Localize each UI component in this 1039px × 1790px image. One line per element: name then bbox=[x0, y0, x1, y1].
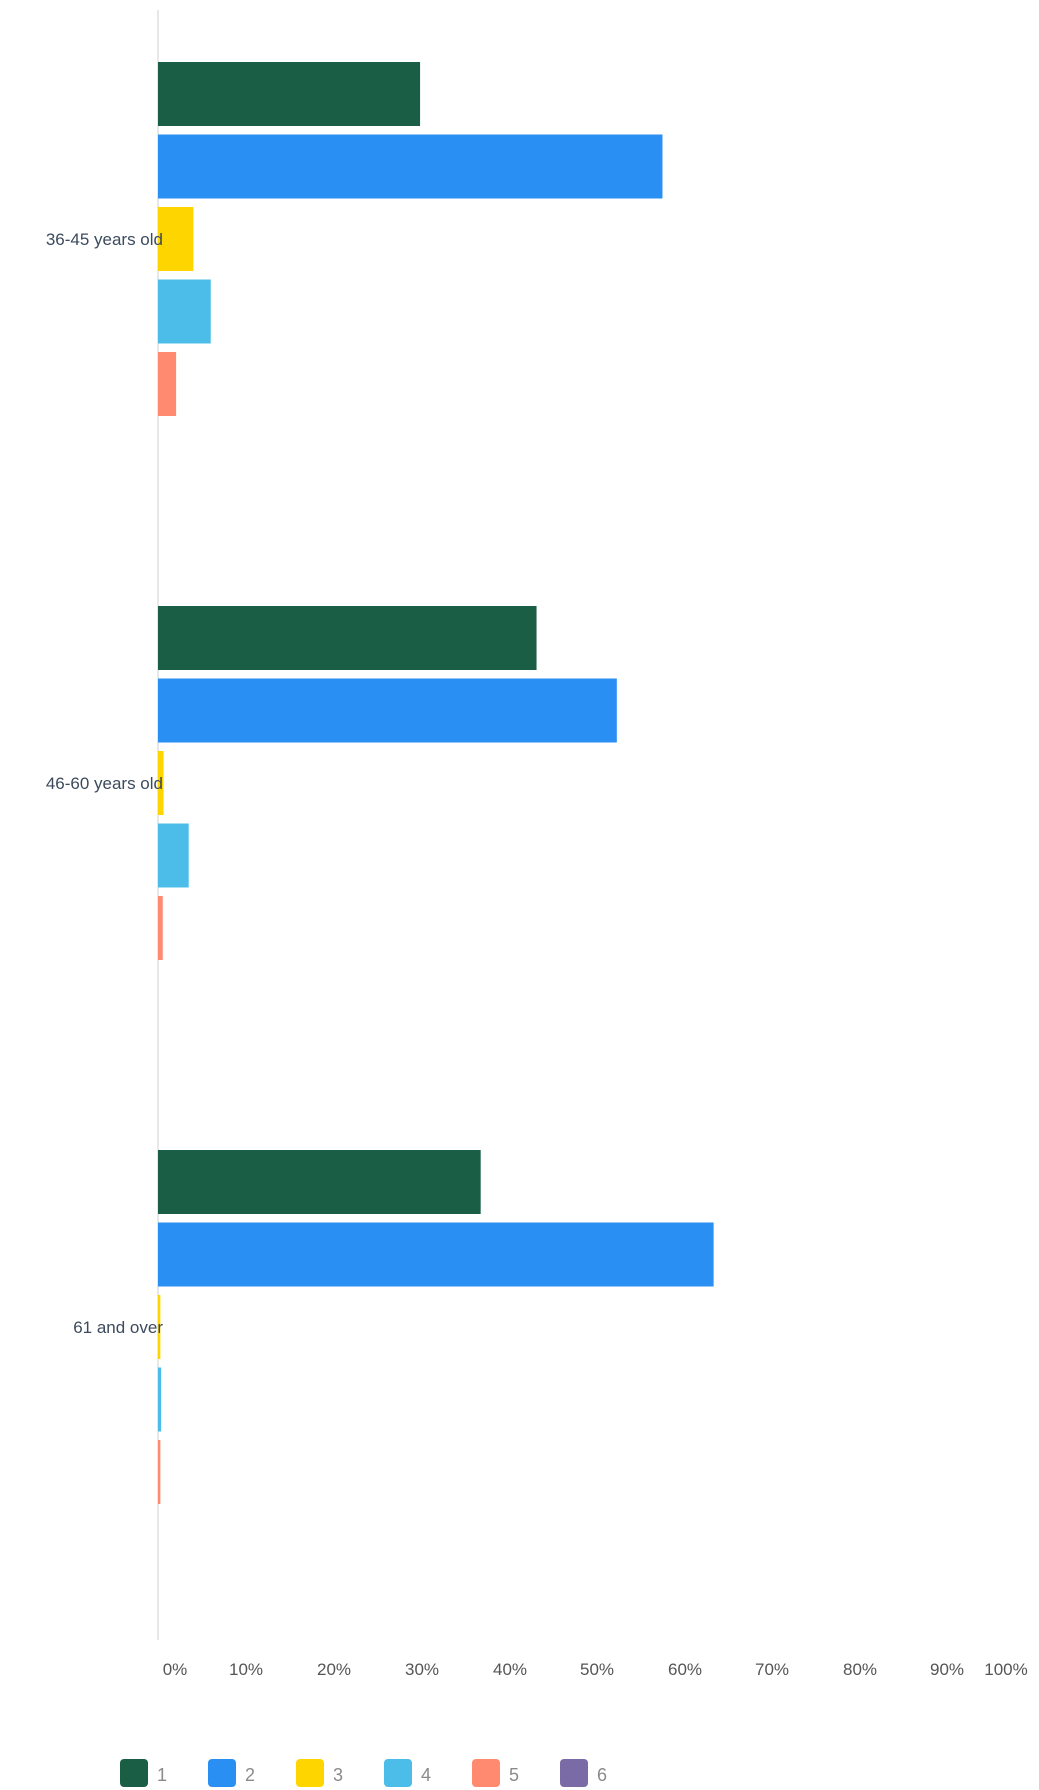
x-tick-label-40: 40% bbox=[493, 1660, 527, 1679]
bar-46-60-years-old-series-4 bbox=[158, 823, 189, 888]
bar-61-and-over-series-4 bbox=[158, 1367, 162, 1432]
x-tick-label-100: 100% bbox=[984, 1660, 1027, 1679]
bar-36-45-years-old-series-3 bbox=[158, 207, 194, 271]
bar-36-45-years-old-series-1 bbox=[158, 62, 421, 126]
legend-swatch-series-5 bbox=[472, 1759, 500, 1787]
legend-swatch-series-3 bbox=[296, 1759, 324, 1787]
bar-36-45-years-old-series-4 bbox=[158, 279, 211, 344]
bars-layer bbox=[158, 62, 714, 1504]
category-label-36-45-years-old: 36-45 years old bbox=[46, 230, 163, 249]
category-label-46-60-years-old: 46-60 years old bbox=[46, 774, 163, 793]
x-tick-label-90: 90% bbox=[930, 1660, 964, 1679]
bar-61-and-over-series-5 bbox=[158, 1440, 161, 1504]
bar-61-and-over-series-1 bbox=[158, 1150, 481, 1214]
bar-61-and-over-series-3 bbox=[158, 1295, 161, 1359]
category-labels: 36-45 years old 46-60 years old 61 and ove… bbox=[46, 230, 164, 1337]
bar-36-45-years-old-series-2 bbox=[158, 134, 663, 199]
bar-61-and-over-series-2 bbox=[158, 1222, 714, 1287]
legend-swatch-series-1 bbox=[120, 1759, 148, 1787]
x-tick-label-0: 0% bbox=[163, 1660, 188, 1679]
x-axis-ticks: 0% 10% 20% 30% 40% 50% 60% 70% 80% 90% 100% bbox=[163, 1660, 1028, 1679]
x-tick-label-60: 60% bbox=[668, 1660, 702, 1679]
x-tick-label-80: 80% bbox=[843, 1660, 877, 1679]
bar-46-60-years-old-series-1 bbox=[158, 606, 537, 670]
x-tick-label-20: 20% bbox=[317, 1660, 351, 1679]
bar-36-45-years-old-series-5 bbox=[158, 352, 177, 416]
legend-label-series-5: 5 bbox=[509, 1765, 519, 1785]
legend-label-series-2: 2 bbox=[245, 1765, 255, 1785]
category-label-61-and-over: 61 and over bbox=[73, 1318, 163, 1337]
bar-46-60-years-old-series-2 bbox=[158, 678, 617, 743]
legend-swatch-series-4 bbox=[384, 1759, 412, 1787]
x-tick-label-70: 70% bbox=[755, 1660, 789, 1679]
legend-label-series-3: 3 bbox=[333, 1765, 343, 1785]
legend-swatch-series-6 bbox=[560, 1759, 588, 1787]
legend-label-series-4: 4 bbox=[421, 1765, 431, 1785]
legend-label-series-6: 6 bbox=[597, 1765, 607, 1785]
x-tick-label-10: 10% bbox=[229, 1660, 263, 1679]
bar-46-60-years-old-series-5 bbox=[158, 896, 163, 960]
bar-46-60-years-old-series-3 bbox=[158, 751, 164, 815]
x-tick-label-50: 50% bbox=[580, 1660, 614, 1679]
legend-label-series-1: 1 bbox=[157, 1765, 167, 1785]
x-tick-label-30: 30% bbox=[405, 1660, 439, 1679]
legend: 1 2 3 4 5 6 bbox=[120, 1759, 607, 1787]
legend-swatch-series-2 bbox=[208, 1759, 236, 1787]
